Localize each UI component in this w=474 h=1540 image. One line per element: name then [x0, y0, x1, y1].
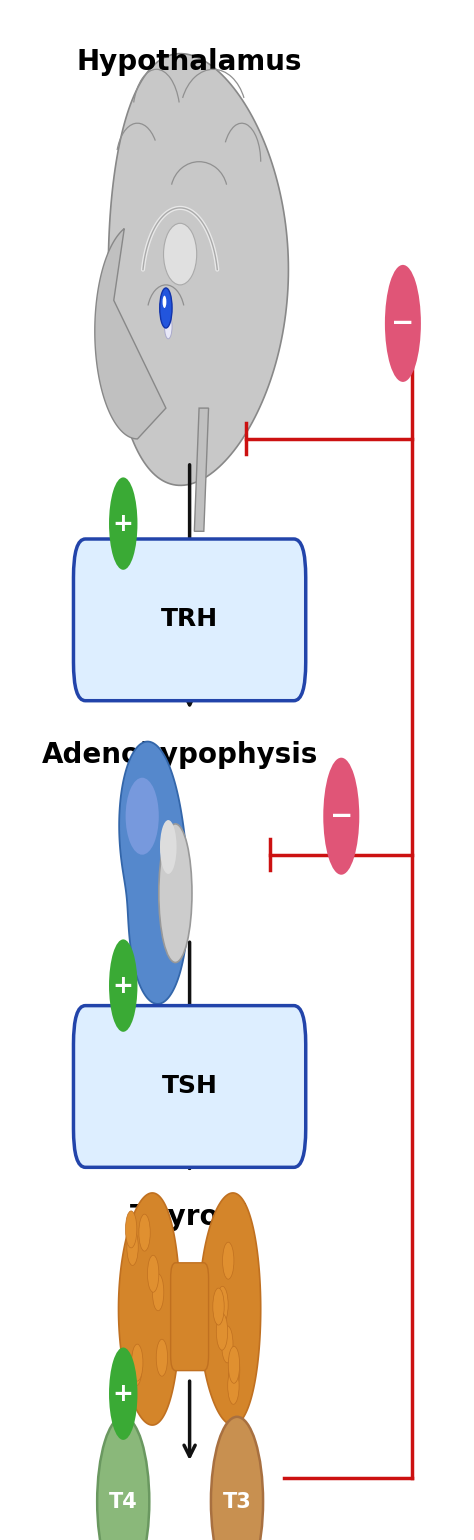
- Circle shape: [164, 314, 172, 339]
- Circle shape: [217, 1286, 228, 1323]
- Ellipse shape: [159, 824, 192, 962]
- Circle shape: [126, 1210, 137, 1247]
- Text: Hypothalamus: Hypothalamus: [77, 48, 302, 75]
- Circle shape: [228, 1368, 239, 1404]
- Circle shape: [222, 1243, 234, 1280]
- Circle shape: [323, 758, 359, 875]
- Circle shape: [109, 477, 137, 570]
- Polygon shape: [199, 1194, 261, 1424]
- Circle shape: [139, 1214, 150, 1250]
- Text: Thyroid: Thyroid: [130, 1203, 249, 1230]
- Polygon shape: [119, 742, 189, 1004]
- Text: TSH: TSH: [162, 1073, 218, 1098]
- Circle shape: [127, 1229, 138, 1266]
- Circle shape: [160, 288, 172, 328]
- Polygon shape: [194, 408, 209, 531]
- Text: +: +: [113, 973, 134, 998]
- Ellipse shape: [160, 819, 176, 873]
- Circle shape: [163, 296, 166, 308]
- FancyBboxPatch shape: [73, 1006, 306, 1167]
- Circle shape: [109, 939, 137, 1032]
- Circle shape: [222, 1326, 233, 1363]
- Circle shape: [385, 265, 421, 382]
- Circle shape: [211, 1417, 263, 1540]
- Circle shape: [228, 1346, 240, 1383]
- Text: T3: T3: [223, 1492, 251, 1511]
- Text: −: −: [329, 802, 353, 830]
- Circle shape: [213, 1287, 224, 1324]
- Text: −: −: [391, 310, 415, 337]
- FancyBboxPatch shape: [73, 539, 306, 701]
- Text: +: +: [113, 511, 134, 536]
- Circle shape: [216, 1314, 228, 1351]
- Circle shape: [228, 1352, 240, 1389]
- Polygon shape: [109, 54, 288, 485]
- Text: Adenohypophysis: Adenohypophysis: [42, 741, 319, 768]
- FancyBboxPatch shape: [171, 1263, 209, 1371]
- Circle shape: [132, 1344, 143, 1381]
- Text: +: +: [113, 1381, 134, 1406]
- Ellipse shape: [164, 223, 197, 285]
- Circle shape: [109, 1348, 137, 1440]
- Circle shape: [130, 1349, 142, 1386]
- Polygon shape: [118, 1194, 180, 1424]
- Circle shape: [153, 1274, 164, 1311]
- Circle shape: [147, 1255, 159, 1292]
- Ellipse shape: [126, 778, 159, 855]
- Circle shape: [97, 1417, 149, 1540]
- Circle shape: [156, 1340, 168, 1377]
- Text: TRH: TRH: [161, 607, 218, 631]
- Text: T4: T4: [109, 1492, 137, 1511]
- Polygon shape: [95, 228, 166, 439]
